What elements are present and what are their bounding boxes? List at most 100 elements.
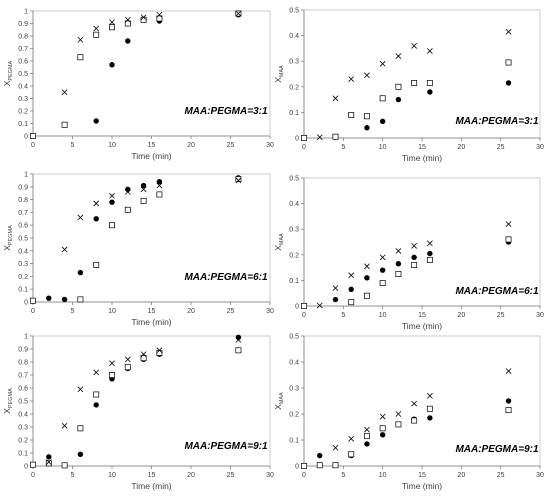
y-axis-title-main: X — [273, 77, 283, 83]
data-point-filled-circle — [77, 451, 84, 457]
y-tick-label: 0.2 — [18, 274, 28, 281]
data-point-cross — [316, 302, 323, 309]
data-point-filled-circle — [93, 402, 99, 408]
y-tick-label: 0 — [295, 464, 299, 471]
data-point-filled-circle — [364, 441, 370, 447]
y-tick-label: 0.3 — [289, 227, 299, 234]
data-point-open-square — [505, 59, 512, 66]
data-point-open-square — [426, 256, 433, 263]
data-point-cross — [109, 19, 115, 26]
y-tick-label: 0.4 — [18, 84, 28, 91]
data-point-filled-circle — [332, 296, 339, 303]
data-point-open-square — [30, 133, 36, 139]
y-tick-label: 0.7 — [18, 46, 28, 53]
data-point-cross — [61, 89, 68, 96]
x-tick-label: 15 — [418, 312, 426, 319]
data-point-filled-circle — [364, 275, 370, 281]
ratio-annotation: MAA:PEGMA=6:1 — [184, 272, 268, 283]
data-point-open-square — [379, 425, 386, 432]
x-tick-label: 0 — [31, 308, 35, 315]
y-tick-label: 0.2 — [289, 252, 299, 259]
y-tick-label: 0 — [24, 300, 28, 307]
data-point-open-square — [109, 24, 115, 31]
y-axis-title-subscript: MAA — [279, 65, 285, 77]
chart-panel-1: 0 5 10 15 20 25 30 0 0.1 0.2 0.3 0.4 0.5 0.6 0.7 0.8 0.9… — [2, 9, 274, 162]
data-point-cross — [124, 16, 131, 23]
data-point-cross — [411, 42, 418, 49]
y-tick-label: 0.4 — [289, 360, 299, 367]
y-tick-label: 0.9 — [18, 21, 28, 28]
data-point-filled-circle — [156, 178, 163, 185]
data-point-cross — [379, 60, 386, 67]
y-axis-title: XPEGMA — [2, 60, 14, 86]
data-point-cross — [364, 263, 370, 270]
data-point-cross — [109, 192, 115, 199]
data-point-filled-circle — [364, 125, 370, 131]
data-point-open-square — [235, 347, 242, 354]
data-point-open-square — [140, 16, 147, 23]
data-point-filled-circle — [395, 261, 402, 267]
x-axis-title: Time (min) — [131, 151, 171, 161]
data-point-open-square — [379, 95, 386, 102]
x-tick-label: 5 — [341, 312, 345, 319]
x-tick-label: 30 — [536, 472, 544, 479]
data-point-cross — [77, 214, 84, 221]
x-tick-label: 0 — [31, 142, 35, 149]
data-point-cross — [93, 25, 100, 32]
ratio-annotation: MAA:PEGMA=3:1 — [455, 116, 539, 127]
data-point-cross — [109, 360, 115, 367]
data-point-cross — [332, 444, 339, 451]
data-point-filled-circle — [379, 118, 386, 125]
x-tick-label: 15 — [148, 472, 156, 479]
y-tick-label: 0.3 — [18, 96, 28, 103]
data-point-open-square — [332, 133, 339, 140]
data-point-open-square — [109, 372, 115, 378]
data-point-filled-circle — [46, 454, 52, 460]
y-tick-label: 0.2 — [289, 84, 299, 91]
data-point-cross — [395, 53, 402, 59]
data-point-open-square — [348, 299, 355, 306]
data-point-cross — [235, 177, 242, 184]
x-tick-label: 10 — [108, 308, 116, 315]
y-tick-label: 0.9 — [18, 347, 28, 354]
y-tick-label: 1 — [24, 9, 28, 16]
data-point-filled-circle — [235, 334, 242, 340]
x-tick-label: 25 — [497, 144, 505, 151]
data-point-open-square — [395, 421, 402, 428]
data-point-cross — [124, 189, 131, 195]
chart-panel-5: 0 5 10 15 20 25 30 0 0.1 0.2 0.3 0.4 0.5 0.6 0.7 0.8 0.9… — [2, 334, 274, 492]
data-point-cross — [348, 76, 355, 83]
y-tick-label: 0.3 — [18, 261, 28, 268]
data-point-filled-circle — [427, 415, 433, 421]
data-point-open-square — [93, 391, 100, 398]
y-axis-title-main: X — [273, 404, 283, 410]
x-tick-label: 20 — [457, 472, 465, 479]
ratio-annotation: MAA:PEGMA=9:1 — [455, 444, 539, 455]
data-point-open-square — [93, 261, 100, 268]
y-axis-title-main: X — [273, 245, 283, 251]
x-tick-label: 5 — [341, 472, 345, 479]
data-point-open-square — [301, 463, 307, 469]
x-axis-title: Time (min) — [131, 481, 171, 491]
y-tick-label: 0.1 — [289, 110, 299, 117]
data-point-cross — [77, 386, 84, 393]
y-tick-label: 0 — [295, 304, 299, 311]
x-tick-label: 30 — [536, 312, 544, 319]
y-tick-label: 0.1 — [289, 438, 299, 445]
x-tick-label: 0 — [302, 144, 306, 151]
y-tick-label: 0.1 — [18, 451, 28, 458]
data-point-filled-circle — [109, 62, 115, 68]
data-point-cross — [61, 246, 68, 253]
x-tick-label: 10 — [379, 144, 387, 151]
data-point-open-square — [505, 407, 512, 414]
x-axis-title: Time (min) — [131, 317, 171, 327]
x-tick-label: 15 — [148, 308, 156, 315]
data-point-cross — [348, 435, 355, 442]
data-point-filled-circle — [61, 296, 68, 303]
y-axis-title: XPEGMA — [2, 225, 14, 251]
y-tick-label: 0.6 — [18, 386, 28, 393]
x-tick-label: 30 — [266, 472, 274, 479]
data-point-cross — [395, 411, 402, 417]
